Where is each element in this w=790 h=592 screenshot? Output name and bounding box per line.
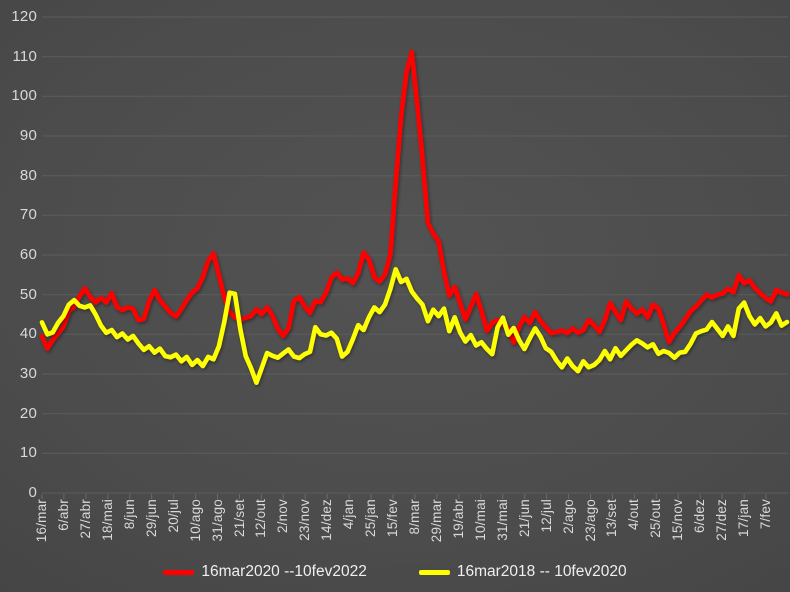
x-axis-label: 17/jan — [736, 499, 752, 537]
x-axis-label: 6/abr — [55, 499, 71, 531]
x-axis-label: 12/out — [253, 499, 269, 538]
series-line-yellow[interactable] — [39, 266, 790, 386]
legend-swatch-red-line — [163, 569, 195, 575]
x-axis-label: 29/jun — [143, 499, 159, 537]
x-axis-label: 15/nov — [670, 499, 686, 541]
x-axis-label: 10/mai — [472, 499, 488, 541]
series-lines — [39, 49, 790, 386]
y-axis-label: 50 — [19, 285, 37, 303]
legend-item-yellow-series[interactable]: 16mar2018 -- 10fev2020 — [418, 563, 627, 581]
x-axis-label: 23/ago — [582, 499, 598, 542]
y-axis-label: 60 — [19, 246, 37, 263]
series-line-red[interactable] — [39, 49, 790, 351]
x-axis-label: 8/mar — [407, 499, 422, 535]
legend-item-red-series[interactable]: 16mar2020 --10fev2022 — [163, 563, 367, 581]
x-axis-label: 8/jun — [121, 499, 137, 530]
y-axis-label: 40 — [19, 325, 37, 343]
x-axis-ticks — [41, 494, 767, 499]
x-axis-label: 31/mai — [494, 499, 510, 541]
x-axis-label: 21/set — [231, 499, 247, 537]
y-axis-label: 10 — [19, 444, 37, 462]
x-axis-label: 6/dez — [692, 499, 708, 534]
x-axis-label: 15/fev — [385, 499, 400, 537]
x-axis-label: 31/ago — [209, 499, 225, 542]
x-axis-label: 19/abr — [450, 499, 466, 539]
x-axis-label: 2/ago — [560, 499, 576, 534]
y-axis-label: 30 — [19, 365, 37, 382]
y-axis-label: 0 — [28, 484, 37, 501]
x-axis-label: 7/fev — [758, 499, 773, 530]
y-axis-label: 110 — [12, 47, 37, 65]
x-axis-label: 29/mar — [428, 499, 444, 543]
x-axis-label: 18/mai — [99, 499, 115, 541]
x-axis-label: 25/jan — [363, 499, 379, 537]
legend-label-yellow-series: 16mar2018 -- 10fev2020 — [456, 563, 627, 580]
x-axis-label: 2/nov — [275, 499, 291, 534]
y-axis-label: 90 — [19, 127, 37, 144]
x-axis-label: 23/nov — [297, 499, 313, 541]
y-axis-label: 80 — [19, 166, 37, 184]
x-axis-label: 20/jul — [165, 499, 181, 533]
y-axis-label: 70 — [19, 206, 37, 224]
y-axis-label: 100 — [11, 87, 37, 105]
x-axis-label: 27/abr — [77, 499, 93, 539]
x-axis-label: 4/out — [626, 499, 642, 531]
x-axis-label: 10/ago — [187, 499, 203, 542]
y-axis-label: 120 — [11, 8, 37, 25]
x-axis-label: 4/jan — [341, 499, 357, 530]
x-axis-label: 14/dez — [319, 499, 335, 541]
chart-legend: 16mar2020 --10fev2022 16mar2018 -- 10fev… — [0, 560, 790, 584]
x-axis-label: 12/jul — [538, 499, 554, 533]
x-axis-label: 21/jun — [516, 499, 532, 537]
legend-swatch-yellow-line — [418, 569, 450, 575]
x-axis-label: 16/mar — [34, 499, 49, 543]
y-axis-label: 20 — [19, 404, 37, 422]
x-axis-label: 27/dez — [714, 499, 730, 541]
x-axis-label: 13/set — [604, 499, 620, 537]
x-axis-label: 25/out — [648, 499, 664, 538]
legend-label-red-series: 16mar2020 --10fev2022 — [201, 563, 367, 580]
